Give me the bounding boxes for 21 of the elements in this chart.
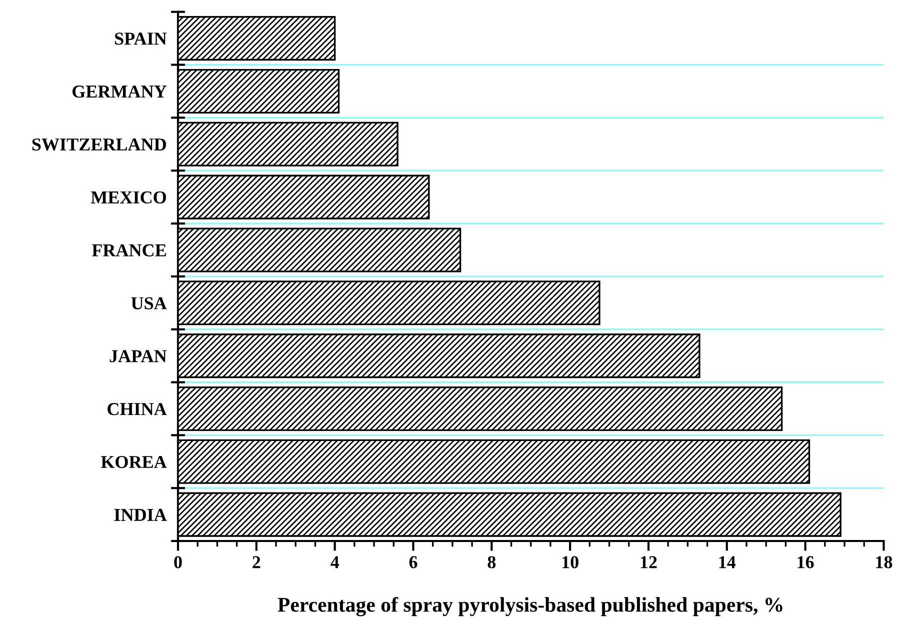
y-tick-label: KOREA <box>100 456 167 468</box>
y-tick-label: SPAIN <box>115 32 167 45</box>
x-tick-label: 18 <box>876 556 892 568</box>
x-tick-label: 10 <box>562 556 578 568</box>
x-tick-label: 16 <box>798 556 814 568</box>
x-tick-label: 0 <box>174 556 182 568</box>
y-tick-label: MEXICO <box>90 191 166 204</box>
x-tick-label: 8 <box>488 556 496 568</box>
y-tick-label: FRANCE <box>92 244 166 256</box>
x-tick-label: 12 <box>640 556 657 568</box>
x-tick-label: 2 <box>252 556 260 568</box>
y-tick-label: USA <box>131 297 167 310</box>
y-tick-label: INDIA <box>114 508 167 521</box>
x-axis-title: Percentage of spray pyrolysis-based published papers, % <box>278 596 782 616</box>
x-tick-label: 6 <box>409 556 418 568</box>
x-tick-label: 14 <box>719 556 736 568</box>
y-tick-label: GERMANY <box>72 86 167 98</box>
x-tick-label: 4 <box>330 556 340 568</box>
y-tick-label: CHINA <box>108 403 167 416</box>
y-tick-label: SWITZERLAND <box>32 138 166 151</box>
y-tick-label: JAPAN <box>110 350 167 362</box>
